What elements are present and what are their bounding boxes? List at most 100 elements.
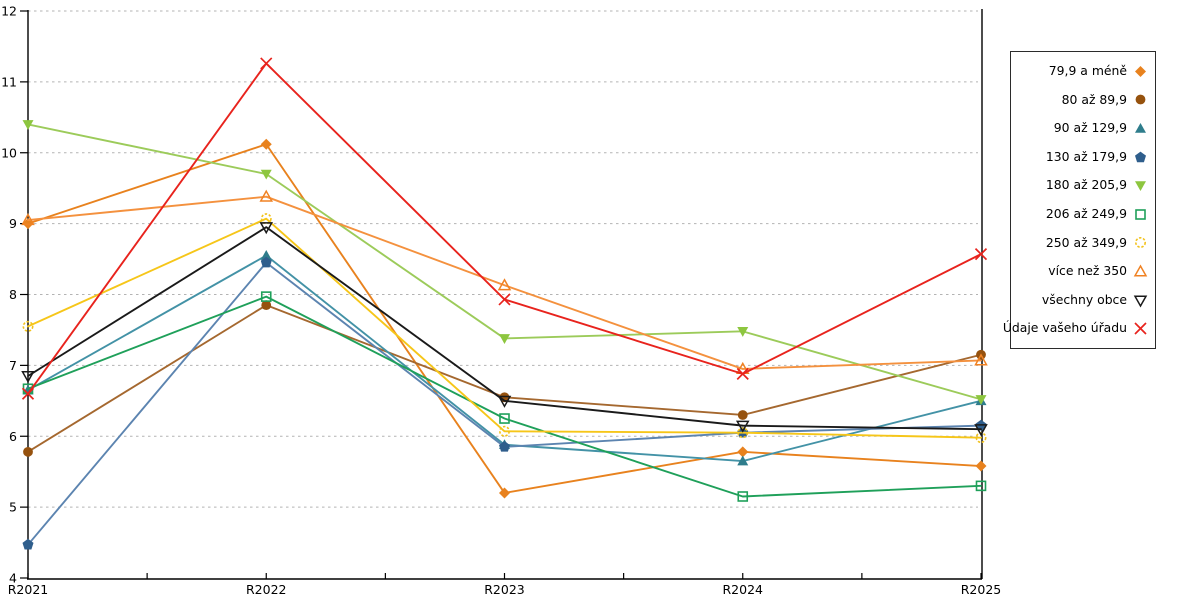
legend: 79,9 a méně 80 až 89,9 90 až 129,9 130 až 1… — [1003, 51, 1156, 349]
marker-pentagon — [499, 440, 510, 452]
marker-triangle-up — [260, 250, 272, 260]
marker-circle-open — [1135, 237, 1146, 249]
y-tick-label: 10 — [1, 145, 17, 160]
marker-circle — [737, 410, 748, 420]
legend-item-1: 80 až 89,9 — [1011, 92, 1155, 107]
marker-triangle-down-open — [974, 424, 988, 437]
legend-marker — [1135, 151, 1146, 162]
marker-circle-open — [260, 213, 272, 225]
marker-circle-open — [22, 320, 34, 332]
x-tick-label: R2022 — [246, 582, 287, 597]
series-markers-0 — [22, 138, 987, 499]
marker-diamond — [737, 446, 749, 458]
marker-x — [21, 387, 35, 400]
legend-item-label: Údaje vašeho úřadu — [1002, 320, 1127, 336]
marker-x — [736, 367, 749, 380]
legend-marker — [1135, 94, 1146, 105]
x-tick-label: R2024 — [723, 582, 764, 597]
marker-square-open — [975, 480, 987, 492]
legend-item-4: 180 až 205,9 — [1011, 178, 1155, 193]
series-markers-1 — [23, 300, 986, 457]
legend-marker — [1135, 65, 1146, 77]
legend-item-label: všechny obce — [1041, 291, 1127, 307]
marker-pentagon — [22, 538, 34, 550]
y-tick-label: 5 — [9, 500, 17, 515]
series-line-7 — [27, 195, 982, 370]
series-markers-2 — [22, 250, 987, 466]
x-tick-label: R2021 — [8, 582, 49, 597]
marker-triangle-down-open — [735, 420, 750, 433]
legend-item-8: všechny obce — [1011, 293, 1155, 308]
marker-circle — [1135, 94, 1146, 105]
legend-item-2: 90 až 129,9 — [1011, 121, 1155, 136]
marker-triangle-up — [1135, 122, 1146, 133]
marker-circle-open — [737, 427, 749, 439]
marker-triangle-down-open — [259, 222, 274, 235]
marker-triangle-up — [737, 455, 749, 466]
marker-square-open — [499, 413, 510, 424]
marker-circle — [23, 446, 33, 457]
series-line-6 — [27, 217, 982, 439]
marker-triangle-down — [975, 395, 987, 405]
series-line-5 — [27, 295, 982, 498]
series-line-8 — [27, 226, 982, 431]
legend-item-7: více než 350 — [1011, 264, 1155, 279]
marker-diamond — [499, 487, 510, 499]
y-tick-label: 12 — [1, 4, 17, 19]
legend-item-9: Údaje vašeho úřadu — [1003, 321, 1155, 336]
marker-diamond — [975, 460, 987, 472]
x-tick-label: R2025 — [961, 582, 1002, 597]
marker-x — [1134, 322, 1147, 335]
legend-item-label: 206 až 249,9 — [1045, 206, 1127, 222]
legend-marker — [1135, 181, 1146, 192]
y-tick-label: 9 — [9, 216, 17, 231]
legend-item-6: 250 až 349,9 — [1011, 235, 1155, 250]
legend-marker — [1135, 122, 1146, 133]
x-tick-label: R2023 — [484, 582, 525, 597]
legend-marker — [1133, 264, 1148, 277]
legend-item-label: 90 až 129,9 — [1053, 120, 1127, 136]
marker-triangle-open — [259, 189, 274, 202]
y-tick-label: 6 — [9, 429, 17, 444]
marker-pentagon — [260, 256, 272, 268]
legend-marker — [1133, 294, 1148, 308]
marker-circle — [261, 300, 272, 311]
legend-item-3: 130 až 179,9 — [1011, 150, 1155, 165]
marker-triangle-down-open — [497, 395, 512, 408]
legend-item-label: 250 až 349,9 — [1045, 234, 1127, 250]
marker-circle-open — [975, 432, 987, 444]
series-markers-7 — [21, 189, 988, 374]
legend-marker — [1135, 208, 1146, 220]
legend-item-label: 80 až 89,9 — [1061, 91, 1127, 107]
marker-diamond — [1135, 65, 1146, 77]
marker-square-open — [737, 491, 749, 502]
legend-marker — [1134, 322, 1147, 335]
y-tick-label: 4 — [9, 571, 17, 586]
marker-square-open — [1135, 208, 1146, 220]
marker-x — [974, 247, 988, 261]
series-markers-8 — [21, 222, 988, 437]
legend-item-label: více než 350 — [1048, 263, 1127, 279]
y-tick-label: 8 — [9, 287, 17, 302]
marker-square-open — [260, 291, 272, 302]
legend-item-5: 206 až 249,9 — [1011, 207, 1155, 222]
marker-pentagon — [1135, 151, 1146, 162]
marker-triangle-open — [974, 353, 988, 366]
legend-item-label: 180 až 205,9 — [1045, 177, 1127, 193]
legend-item-0: 79,9 a méně — [1011, 64, 1155, 79]
series-markers-9 — [21, 57, 988, 400]
series-markers-6 — [22, 213, 987, 444]
marker-circle-open — [498, 425, 510, 437]
marker-triangle-open — [1133, 264, 1148, 277]
marker-triangle-down — [22, 120, 34, 130]
marker-x — [498, 293, 511, 306]
y-tick-label: 11 — [1, 74, 17, 89]
series-line-9 — [27, 62, 982, 395]
series-line-3 — [27, 261, 982, 546]
marker-triangle-down — [260, 169, 272, 180]
marker-triangle-open — [21, 213, 35, 226]
marker-triangle-down — [499, 334, 510, 344]
marker-triangle-down — [737, 327, 749, 337]
legend-marker — [1135, 237, 1146, 249]
